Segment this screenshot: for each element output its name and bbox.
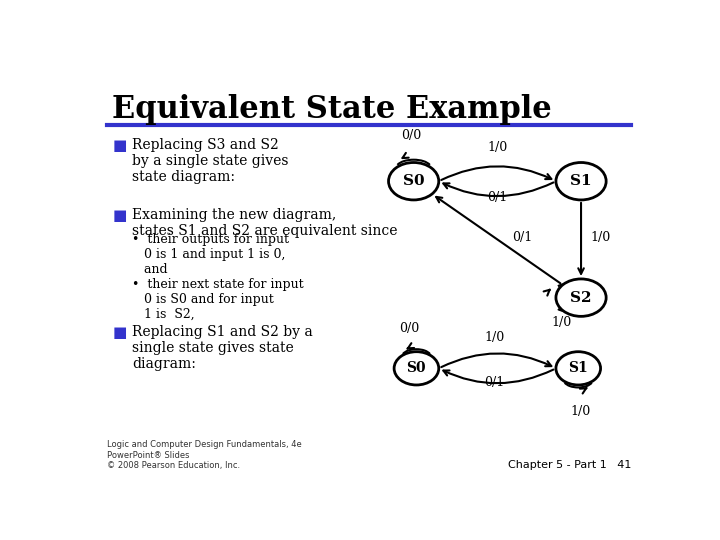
Text: Equivalent State Example: Equivalent State Example [112,94,552,125]
Text: 0/1: 0/1 [513,231,533,244]
Text: 1/0: 1/0 [487,141,508,154]
Circle shape [556,163,606,200]
Text: 0/0: 0/0 [401,129,421,142]
Text: •  their outputs for input
   0 is 1 and input 1 is 0,
   and
•  their next stat: • their outputs for input 0 is 1 and inp… [132,233,303,321]
Text: ■: ■ [112,325,127,340]
Text: 0/0: 0/0 [399,322,419,335]
Text: Replacing S3 and S2
by a single state gives
state diagram:: Replacing S3 and S2 by a single state gi… [132,138,288,184]
Text: ■: ■ [112,208,127,223]
Text: S0: S0 [402,174,425,188]
Text: 1/0: 1/0 [552,316,572,329]
Text: Chapter 5 - Part 1   41: Chapter 5 - Part 1 41 [508,460,631,470]
Circle shape [394,352,438,385]
Text: 0/1: 0/1 [485,376,505,389]
Text: 1/0: 1/0 [590,231,611,244]
Text: S1: S1 [570,174,592,188]
Text: 1/0: 1/0 [571,406,591,419]
Text: 0/1: 0/1 [487,191,508,204]
Text: 1/0: 1/0 [485,330,505,343]
Circle shape [556,279,606,316]
Circle shape [556,352,600,385]
Text: S2: S2 [570,291,592,305]
Text: Logic and Computer Design Fundamentals, 4e
PowerPoint® Slides
© 2008 Pearson Edu: Logic and Computer Design Fundamentals, … [107,441,302,470]
Text: Replacing S1 and S2 by a
single state gives state
diagram:: Replacing S1 and S2 by a single state gi… [132,325,312,371]
Circle shape [389,163,438,200]
Text: S1: S1 [568,361,588,375]
Text: S0: S0 [407,361,426,375]
Text: Examining the new diagram,
states S1 and S2 are equivalent since: Examining the new diagram, states S1 and… [132,208,397,239]
Text: ■: ■ [112,138,127,153]
